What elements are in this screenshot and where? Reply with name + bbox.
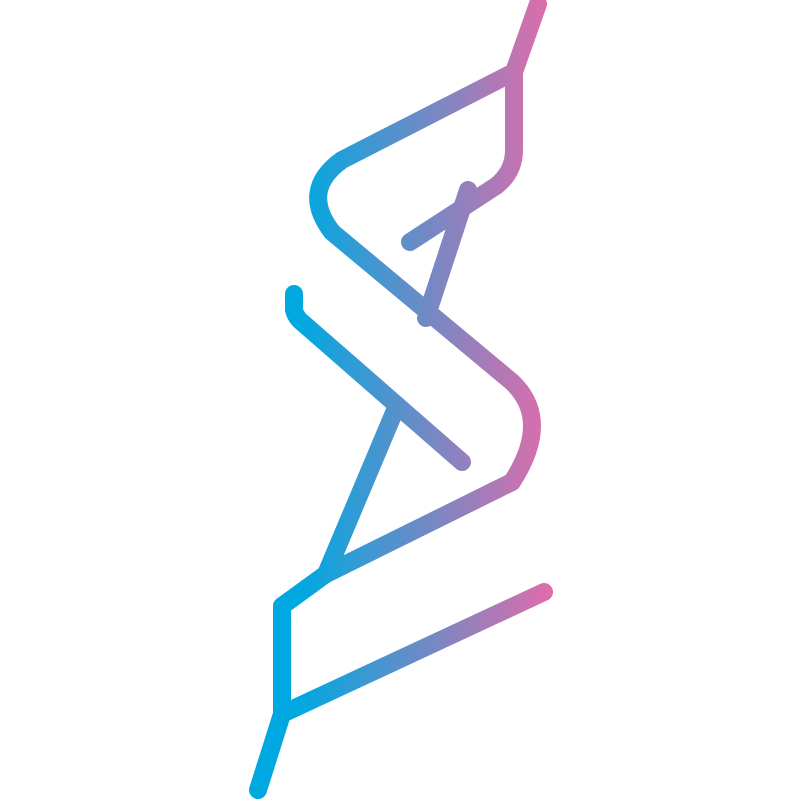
logo-top-tail [505, 0, 547, 81]
logo-spine-diagonal [317, 399, 405, 583]
logo-upper-diagonal [417, 181, 477, 327]
logo-lower-bracket [273, 565, 553, 723]
logo-bottom-tail [249, 705, 291, 799]
logo-inner-hook [285, 285, 471, 471]
logo-upper-chevron [401, 63, 523, 251]
logo-s-curve [309, 63, 541, 583]
